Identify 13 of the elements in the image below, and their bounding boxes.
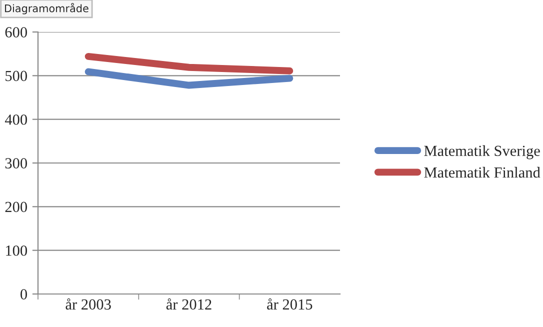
text: Diagramområde: [5, 3, 88, 14]
y-tick-label: 200: [5, 202, 27, 212]
x-tick-label: år 2003: [66, 298, 111, 310]
y-tick-label: 400: [4, 114, 27, 125]
y-tick-label: 300: [5, 158, 27, 168]
y-tick-label: 500: [6, 70, 27, 82]
legend-label: Matematik Sverige: [424, 145, 540, 160]
x-tick-label: år 2015: [267, 298, 312, 310]
y-tick-label: 0: [20, 289, 27, 300]
y-tick-label: 100: [6, 245, 27, 256]
legend-label: Matematik Finland: [424, 166, 540, 178]
y-tick-label: 600: [5, 27, 27, 38]
x-tick-label: år 2012: [166, 298, 212, 310]
